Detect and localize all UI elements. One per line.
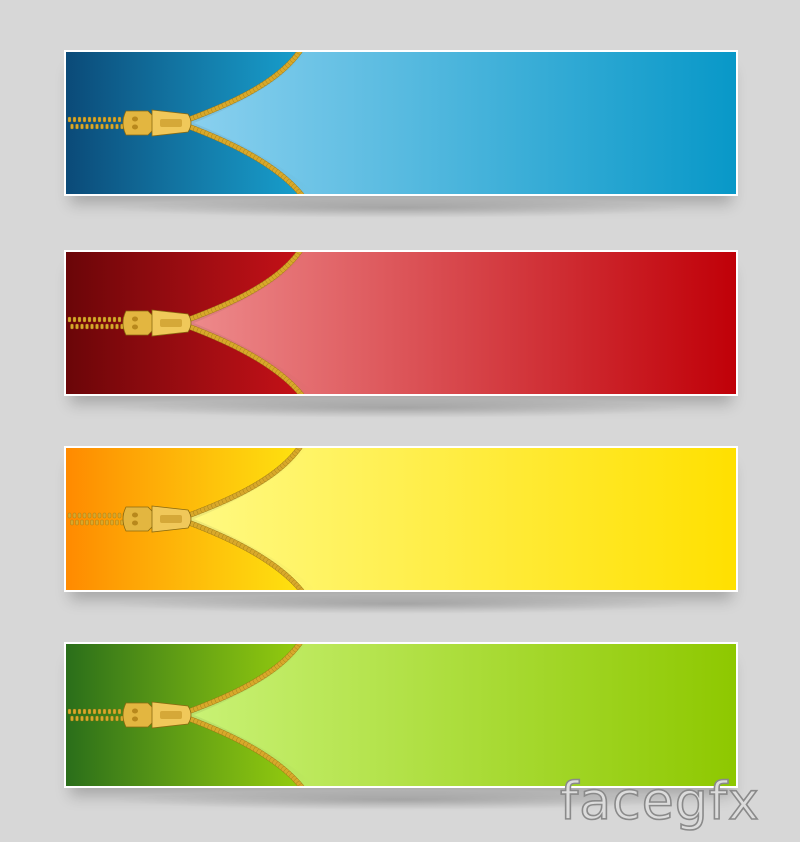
zipper-teeth xyxy=(67,644,306,786)
zipper-fabric xyxy=(66,644,304,786)
banner-red xyxy=(64,250,738,396)
zipper-fabric xyxy=(66,448,304,590)
zipper-pull-icon xyxy=(122,505,192,533)
zipper-fabric xyxy=(66,52,304,194)
banner-yellow xyxy=(64,446,738,592)
zipper-teeth xyxy=(67,52,306,194)
zipper-pull-icon xyxy=(122,309,192,337)
zipper-pull-icon xyxy=(122,109,192,137)
watermark: facegfx xyxy=(559,772,760,832)
banner-green xyxy=(64,642,738,788)
zipper-pull-icon xyxy=(122,701,192,729)
banner-blue xyxy=(64,50,738,196)
zipper-fabric xyxy=(66,252,304,394)
